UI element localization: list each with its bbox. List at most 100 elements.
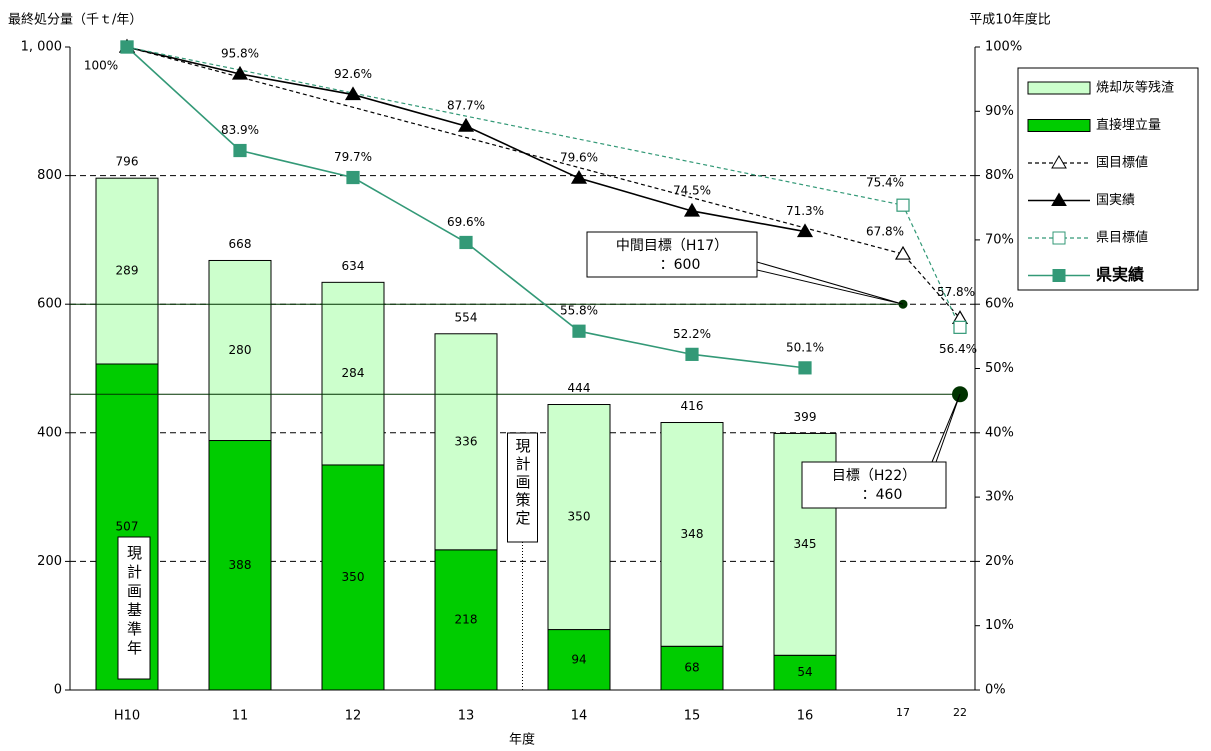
annotation: 現計画基準年 <box>125 545 143 659</box>
x-tick-label: 17 <box>896 706 910 719</box>
x-tick-label: 14 <box>571 709 588 724</box>
legend-label: 焼却灰等残渣 <box>1096 80 1174 96</box>
y2-tick-label: 20% <box>985 554 1014 569</box>
marker <box>231 65 249 80</box>
callout-pointer <box>931 394 961 463</box>
marker <box>344 86 362 101</box>
value-label: 79.7% <box>334 150 372 164</box>
legend-label: 県目標値 <box>1096 230 1148 246</box>
bar <box>95 177 159 365</box>
bar-value-label: 218 <box>455 612 478 626</box>
callout-value: ：460 <box>862 487 903 503</box>
bar <box>660 422 724 647</box>
marker <box>120 40 134 54</box>
y-tick-label: 600 <box>37 297 62 312</box>
y2-tick-label: 70% <box>985 232 1014 247</box>
y2-tick-label: 30% <box>985 490 1014 505</box>
marker <box>457 117 475 132</box>
bar <box>547 404 611 631</box>
legend-box <box>1017 67 1199 291</box>
total-label: 634 <box>342 259 365 273</box>
value-label: 79.6% <box>560 151 598 165</box>
bar-value-label: 350 <box>342 570 365 584</box>
bar-value-label: 388 <box>229 558 252 572</box>
marker <box>894 245 912 260</box>
y-tick-label: 1, 000 <box>21 40 62 55</box>
y2-tick-label: 100% <box>985 40 1022 55</box>
bar <box>208 259 272 442</box>
legend-swatch <box>1027 81 1091 95</box>
callout-title: 中間目標（H17） <box>616 238 728 254</box>
marker <box>683 202 701 217</box>
bar <box>434 549 498 691</box>
value-label: 69.6% <box>447 215 485 229</box>
x-tick-label: 22 <box>953 706 967 719</box>
legend-marker <box>1051 192 1067 206</box>
x-tick-label: H10 <box>114 709 140 724</box>
value-label: 50.1% <box>786 340 824 354</box>
callout-pointer <box>756 261 904 305</box>
total-label: 399 <box>794 410 817 424</box>
annotation-box <box>507 432 538 543</box>
bar-value-label: 350 <box>568 510 591 524</box>
marker <box>685 347 699 361</box>
x-tick-label: 16 <box>797 709 814 724</box>
x-tick-label: 15 <box>684 709 701 724</box>
value-label: 87.7% <box>447 99 485 113</box>
legend-swatch <box>1027 119 1091 132</box>
y2-tick-label: 0% <box>985 683 1006 698</box>
total-label: 444 <box>568 381 591 395</box>
marker <box>796 223 814 238</box>
bar <box>321 464 385 691</box>
bar-value-label: 336 <box>455 434 478 448</box>
y-tick-label: 800 <box>37 168 62 183</box>
annotation-box <box>117 536 151 680</box>
y2-axis-title: 平成10年度比 <box>969 12 1051 28</box>
value-label: 100% <box>84 59 118 73</box>
legend-label: 国目標値 <box>1096 155 1148 171</box>
line <box>126 46 961 319</box>
y-tick-label: 0 <box>54 683 62 698</box>
legend-label: 県実績 <box>1096 265 1144 284</box>
x-tick-label: 11 <box>232 709 249 724</box>
bar-value-label: 94 <box>571 652 586 666</box>
x-tick-label: 13 <box>458 709 475 724</box>
marker <box>570 169 588 184</box>
x-tick-label: 12 <box>345 709 362 724</box>
total-label: 796 <box>116 155 139 169</box>
legend-marker <box>1051 155 1067 169</box>
y2-tick-label: 10% <box>985 618 1014 633</box>
callout-box <box>586 231 758 278</box>
bar <box>773 654 837 691</box>
legend-label: 直接埋立量 <box>1096 117 1161 133</box>
callout-value: ：600 <box>660 257 701 273</box>
marker <box>572 324 586 338</box>
y2-tick-label: 50% <box>985 361 1014 376</box>
total-label: 416 <box>681 399 704 413</box>
value-label: 67.8% <box>866 225 904 239</box>
marker <box>896 198 910 212</box>
marker <box>953 320 967 334</box>
bar <box>434 333 498 551</box>
y2-tick-label: 80% <box>985 168 1014 183</box>
value-label: 55.8% <box>560 304 598 318</box>
bar-value-label: 68 <box>684 661 699 675</box>
marker <box>798 361 812 375</box>
y2-tick-label: 90% <box>985 104 1014 119</box>
y2-tick-label: 40% <box>985 425 1014 440</box>
callout-box <box>801 461 947 509</box>
y-tick-label: 200 <box>37 554 62 569</box>
total-label: 554 <box>455 310 478 324</box>
x-axis-title: 年度 <box>509 732 535 748</box>
value-label: 75.4% <box>866 176 904 190</box>
y-axis-title: 最終処分量（千ｔ/年） <box>8 12 142 28</box>
marker <box>459 235 473 250</box>
legend-label: 国実績 <box>1096 192 1135 208</box>
total-label: 668 <box>229 237 252 251</box>
bar <box>321 281 385 466</box>
annotation: 現計画策定 <box>514 438 532 528</box>
legend-marker <box>1052 269 1066 282</box>
bar-value-label: 345 <box>794 537 817 551</box>
callout-title: 目標（H22） <box>832 468 916 484</box>
